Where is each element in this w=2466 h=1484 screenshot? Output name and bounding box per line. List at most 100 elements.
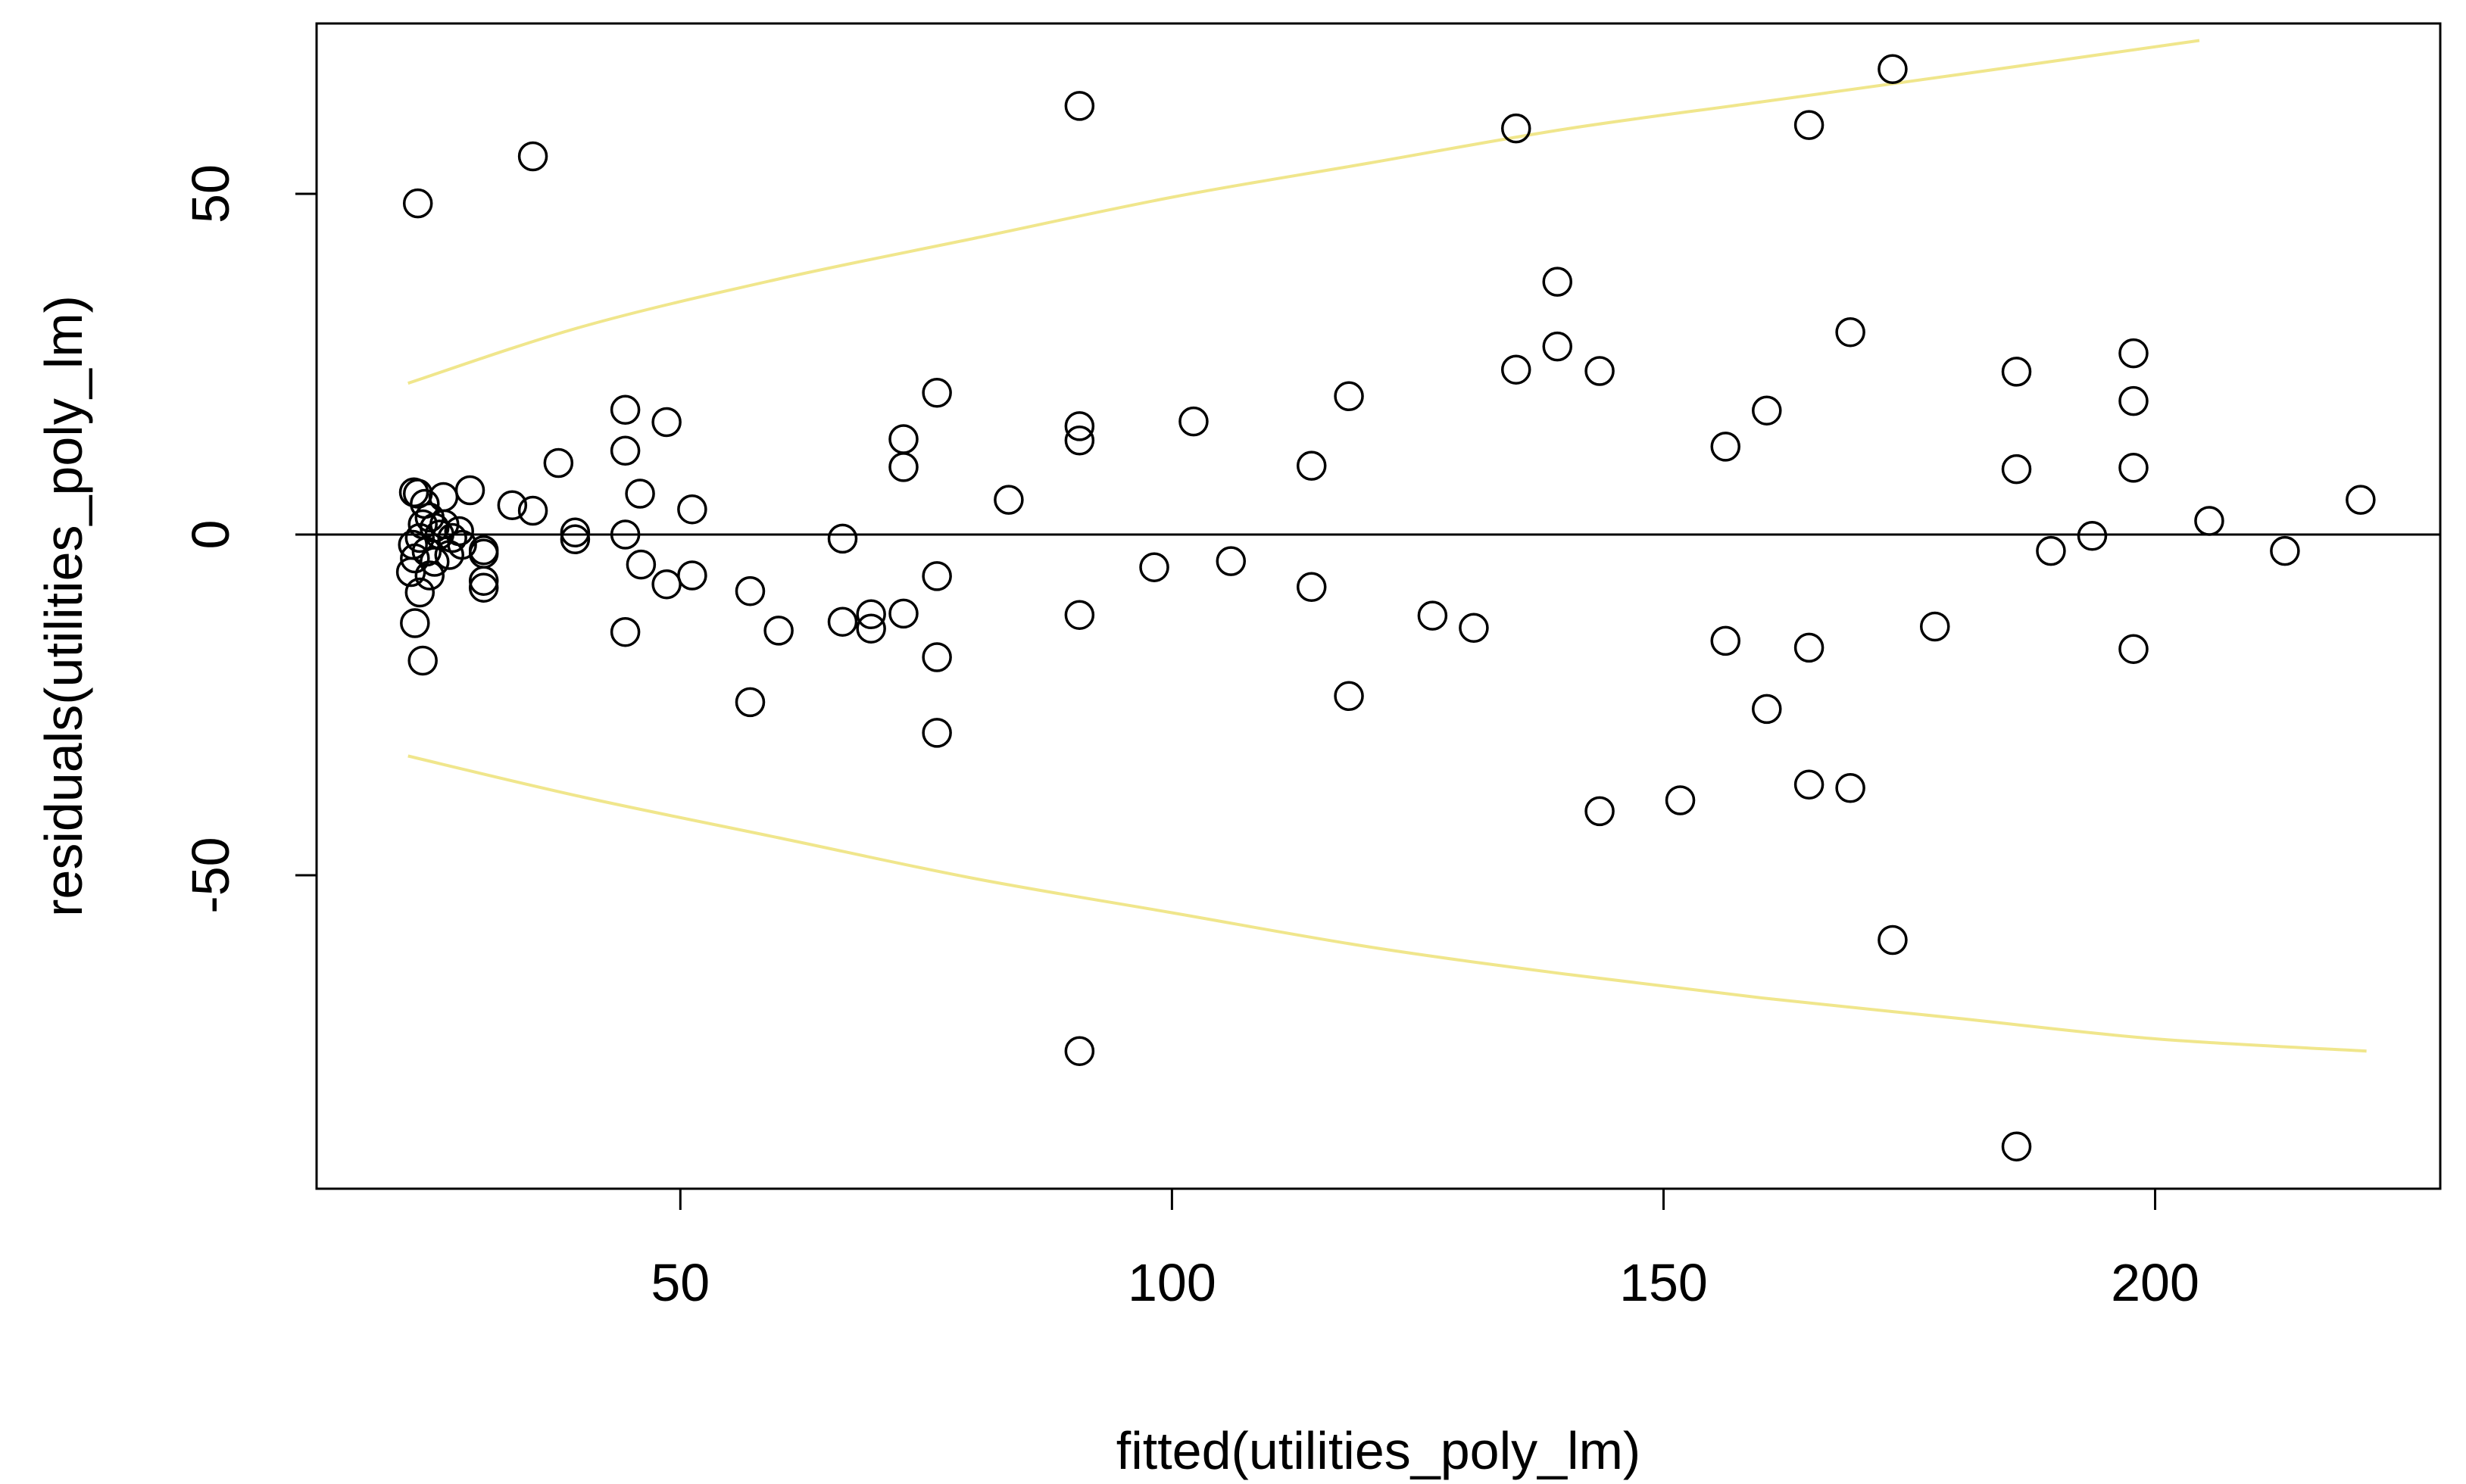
data-point — [1139, 552, 1169, 582]
data-point — [454, 475, 485, 506]
data-point — [2346, 485, 2376, 515]
data-point — [626, 549, 657, 580]
data-point — [1216, 546, 1247, 576]
data-point — [888, 452, 919, 482]
data-point — [1835, 773, 1865, 803]
data-point — [1064, 411, 1095, 441]
data-point — [2001, 1131, 2032, 1161]
y-tick-label: -50 — [181, 837, 240, 913]
data-point — [2270, 535, 2300, 566]
data-point — [922, 561, 952, 591]
data-point — [1793, 632, 1825, 663]
data-point — [1752, 395, 1782, 426]
y-tick-label: 0 — [181, 520, 240, 550]
data-point — [1334, 681, 1364, 712]
data-point — [1710, 625, 1740, 656]
data-point — [1417, 600, 1448, 631]
data-point — [543, 447, 574, 479]
x-axis-label: fitted(utilities_poly_lm) — [1116, 1421, 1640, 1480]
data-point — [468, 572, 499, 603]
x-tick-label: 50 — [651, 1253, 710, 1312]
data-point — [1500, 113, 1531, 144]
data-point — [922, 718, 952, 748]
data-point — [468, 566, 499, 596]
data-point — [625, 479, 655, 509]
data-point — [1064, 91, 1095, 121]
data-point — [610, 519, 641, 550]
data-point — [517, 141, 548, 172]
data-point — [420, 513, 450, 543]
data-point — [2001, 454, 2032, 485]
data-point — [827, 606, 858, 637]
data-point — [1459, 613, 1489, 644]
data-point — [856, 613, 886, 644]
data-point — [395, 556, 426, 588]
data-point — [610, 394, 641, 426]
data-point — [1542, 267, 1573, 297]
data-point — [651, 569, 682, 600]
data-point — [517, 495, 548, 526]
data-point — [560, 517, 591, 548]
data-point — [2194, 506, 2224, 536]
data-point — [2118, 385, 2149, 416]
data-point — [610, 616, 641, 647]
data-point — [1500, 354, 1531, 385]
data-point — [407, 645, 438, 676]
data-point — [398, 477, 429, 507]
data-point — [1878, 924, 1908, 956]
plot-frame — [315, 22, 2442, 1190]
band-lower — [407, 754, 2367, 1053]
data-point — [1665, 785, 1696, 815]
data-point — [2077, 521, 2108, 551]
data-point — [428, 482, 459, 513]
data-point — [1296, 572, 1327, 603]
x-tick-label: 200 — [2111, 1253, 2199, 1312]
data-point — [1710, 432, 1740, 462]
x-tick-label: 150 — [1619, 1253, 1708, 1312]
data-point — [677, 494, 707, 525]
confidence-bands — [407, 39, 2367, 1053]
data-point — [763, 616, 794, 646]
data-point — [856, 599, 886, 630]
y-axis: 50 0 -50 — [181, 164, 318, 914]
data-point — [1920, 611, 1950, 642]
data-point — [1542, 331, 1573, 362]
data-point — [2118, 634, 2149, 664]
x-tick-label: 100 — [1128, 1253, 1216, 1312]
y-axis-label: residuals(utilities_poly_lm) — [34, 295, 93, 917]
data-point — [651, 407, 682, 438]
data-point — [2001, 357, 2032, 387]
data-point — [404, 522, 435, 553]
data-point — [1064, 1036, 1095, 1066]
y-tick-label: 50 — [181, 164, 240, 223]
data-point — [400, 608, 430, 638]
data-point — [922, 378, 952, 408]
data-point — [1064, 426, 1095, 456]
data-point — [437, 522, 467, 553]
data-point — [1793, 110, 1825, 140]
data-point — [402, 188, 433, 219]
data-points — [395, 54, 2376, 1161]
data-point — [610, 435, 641, 466]
band-upper — [407, 39, 2200, 385]
data-point — [2118, 338, 2149, 369]
data-point — [407, 509, 438, 540]
data-point — [404, 577, 435, 608]
data-point — [400, 543, 430, 574]
data-point — [447, 529, 477, 560]
data-point — [994, 485, 1024, 515]
data-point — [888, 424, 919, 454]
data-point — [735, 687, 766, 718]
data-point — [414, 560, 445, 591]
data-point — [497, 490, 528, 521]
data-point — [1584, 356, 1615, 386]
data-point — [1334, 381, 1364, 412]
data-point — [560, 524, 591, 555]
data-point — [827, 523, 858, 554]
data-point — [735, 575, 766, 606]
data-point — [1178, 406, 1209, 437]
data-point — [1752, 694, 1782, 725]
data-point — [888, 598, 919, 629]
data-point — [2118, 453, 2149, 483]
